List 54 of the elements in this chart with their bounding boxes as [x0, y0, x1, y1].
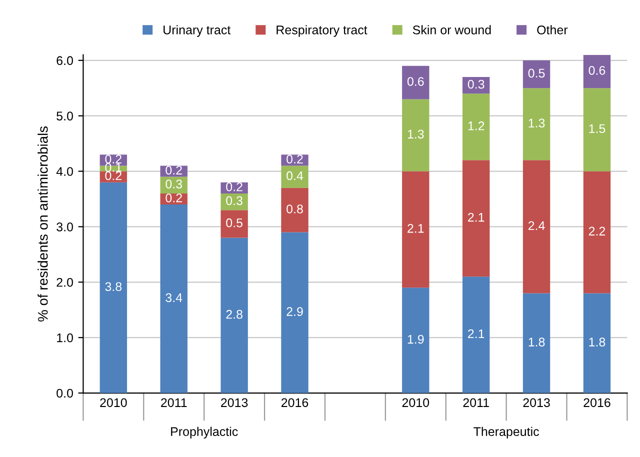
data-label: 0.2	[226, 182, 242, 192]
data-label: 1.2	[468, 121, 484, 130]
x-tick-label: 2013	[221, 398, 248, 408]
text: Therapeutic	[474, 426, 539, 438]
data-label: 0.2	[105, 171, 122, 180]
data-label: 1.8	[528, 338, 545, 346]
x-tick-label: 2013	[523, 398, 550, 408]
data-label: 1.3	[528, 118, 545, 128]
data-label: 0.3	[468, 80, 484, 89]
y-tick-label: 5.0	[56, 112, 73, 120]
y-axis-title: % of residents on antimicrobials	[38, 126, 48, 322]
data-label: 0.3	[166, 180, 182, 188]
data-label: 1.8	[589, 338, 606, 346]
x-tick-label: 2010	[100, 398, 127, 408]
y-tick-label: 6.0	[56, 56, 73, 66]
data-label: 2.2	[588, 226, 606, 236]
data-label: 2.8	[226, 310, 242, 319]
data-label: 0.2	[166, 193, 182, 202]
data-label: 0.2	[166, 166, 182, 175]
data-label: 1.3	[408, 130, 424, 139]
legend-label: Other	[537, 25, 568, 34]
data-label: 2.9	[286, 307, 303, 316]
legend-label: Respiratory tract	[276, 25, 368, 37]
data-label: 0.8	[286, 204, 303, 214]
text: Prophylactic	[171, 426, 238, 438]
data-label: 0.2	[105, 154, 122, 164]
legend-label: Skin or wound	[412, 25, 491, 34]
data-label: 2.1	[468, 212, 484, 222]
data-label: 3.8	[105, 282, 122, 292]
data-label: 2.1	[468, 329, 484, 338]
data-label: 1.9	[408, 334, 424, 344]
y-tick-label: 1.0	[57, 333, 73, 342]
x-tick-label: 2011	[161, 398, 187, 408]
data-label: 0.6	[588, 66, 606, 75]
data-label: 2.1	[408, 224, 424, 233]
x-tick-label: 2016	[584, 398, 610, 408]
data-label: 0.1	[105, 162, 122, 172]
data-label: 1.5	[589, 124, 606, 134]
data-label: 0.4	[286, 171, 304, 180]
data-label: 0.5	[528, 68, 545, 78]
legend-label: Urinary tract	[164, 25, 231, 37]
x-tick-label: 2010	[402, 398, 430, 408]
y-tick-label: 3.0	[56, 222, 73, 232]
x-tick-label: 2016	[281, 398, 308, 408]
data-label: 2.4	[528, 221, 545, 230]
data-label: 0.2	[286, 154, 303, 164]
data-label: 0.5	[226, 218, 242, 228]
data-label: 0.6	[407, 77, 424, 86]
y-tick-label: 2.0	[56, 278, 73, 287]
x-tick-label: 2011	[463, 398, 489, 408]
y-tick-label: 4.0	[56, 167, 73, 176]
data-label: 0.3	[226, 196, 242, 206]
data-label: 3.4	[166, 293, 182, 302]
y-tick-label: 0.0	[56, 388, 73, 398]
